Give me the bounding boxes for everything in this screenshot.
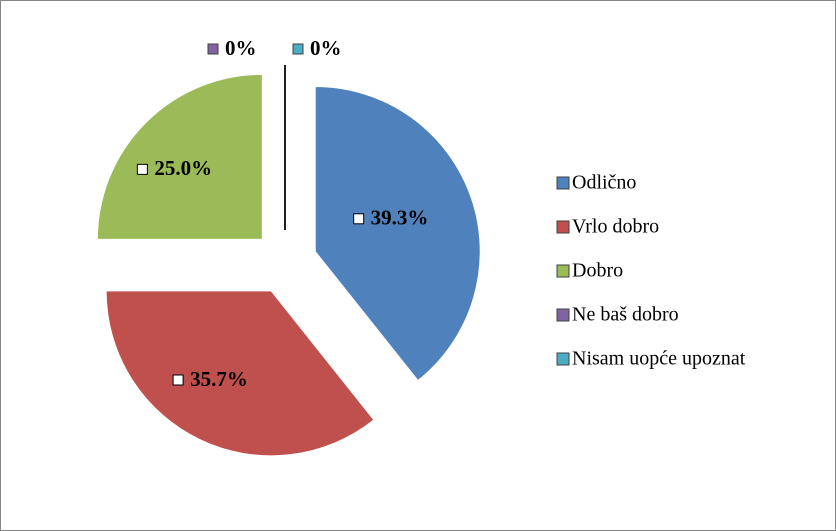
legend-key (556, 264, 570, 278)
legend-label: Nisam uopće upoznat (572, 348, 746, 370)
legend-key (556, 220, 570, 234)
data-label: 0% (310, 36, 342, 60)
label-key (207, 43, 219, 55)
data-label: 25.0% (154, 156, 212, 180)
label-key (172, 374, 184, 386)
pie-slice (96, 73, 263, 240)
data-label: 35.7% (190, 367, 248, 391)
label-key (292, 43, 304, 55)
legend-label: Vrlo dobro (572, 216, 659, 238)
pie-slice (105, 290, 375, 457)
legend-key (556, 308, 570, 322)
legend-label: Dobro (572, 260, 623, 282)
legend-key (556, 352, 570, 366)
legend-label: Ne baš dobro (572, 304, 679, 326)
data-label: 0% (225, 36, 257, 60)
legend-key (556, 176, 570, 190)
pie-slice (314, 85, 481, 382)
label-key (353, 213, 365, 225)
data-label: 39.3% (371, 206, 429, 230)
label-key (136, 163, 148, 175)
legend-label: Odlično (572, 172, 636, 194)
